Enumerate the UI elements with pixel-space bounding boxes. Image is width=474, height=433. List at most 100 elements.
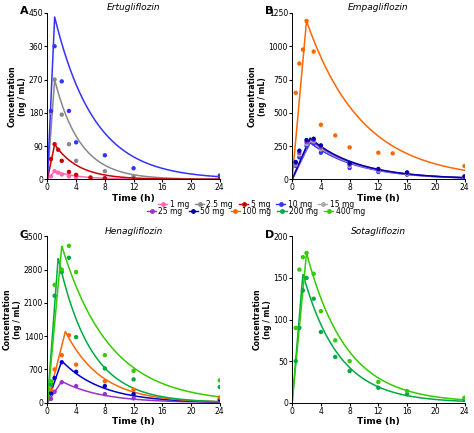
- Point: [65, 254, 73, 261]
- Point: [65, 332, 73, 339]
- Point: [58, 157, 65, 164]
- Point: [303, 136, 310, 143]
- Point: [403, 170, 411, 177]
- Point: [374, 378, 382, 385]
- Point: [317, 144, 325, 151]
- Point: [47, 386, 55, 393]
- Point: [130, 173, 137, 180]
- Point: [292, 358, 300, 365]
- Point: [310, 295, 318, 302]
- Point: [58, 111, 65, 118]
- Point: [299, 254, 307, 261]
- Point: [87, 175, 94, 182]
- X-axis label: Time (h): Time (h): [357, 417, 400, 426]
- Point: [65, 242, 73, 249]
- Point: [51, 76, 58, 83]
- Point: [216, 176, 224, 183]
- Point: [47, 173, 55, 180]
- Point: [296, 151, 303, 158]
- Point: [101, 391, 109, 397]
- Point: [317, 308, 325, 315]
- Point: [55, 146, 62, 153]
- Point: [216, 175, 224, 182]
- Point: [58, 171, 65, 178]
- Point: [403, 169, 411, 176]
- Point: [216, 384, 224, 391]
- Point: [403, 169, 411, 176]
- Title: Empagliflozin: Empagliflozin: [348, 3, 409, 12]
- Point: [130, 391, 137, 397]
- Point: [216, 176, 224, 183]
- Point: [130, 175, 137, 182]
- Y-axis label: Concentration
(ng / mL): Concentration (ng / mL): [253, 289, 272, 350]
- Point: [310, 138, 318, 145]
- Point: [461, 173, 468, 180]
- Text: D: D: [264, 230, 274, 240]
- Point: [101, 378, 109, 385]
- Point: [47, 155, 55, 162]
- Point: [296, 154, 303, 161]
- Point: [331, 353, 339, 360]
- Point: [65, 173, 73, 180]
- Point: [51, 168, 58, 174]
- X-axis label: Time (h): Time (h): [357, 194, 400, 203]
- Point: [403, 388, 411, 394]
- Point: [87, 174, 94, 181]
- Point: [346, 358, 354, 365]
- Point: [73, 171, 80, 178]
- Point: [65, 107, 73, 114]
- Point: [58, 379, 65, 386]
- Point: [346, 161, 354, 168]
- Point: [130, 367, 137, 374]
- Point: [403, 171, 411, 178]
- Point: [73, 361, 80, 368]
- Point: [58, 352, 65, 359]
- Point: [51, 141, 58, 148]
- Point: [331, 337, 339, 344]
- Point: [101, 352, 109, 359]
- Point: [296, 60, 303, 67]
- Point: [296, 266, 303, 273]
- Point: [130, 376, 137, 383]
- Point: [58, 266, 65, 273]
- Point: [374, 167, 382, 174]
- Point: [73, 157, 80, 164]
- Point: [461, 174, 468, 181]
- Point: [317, 149, 325, 156]
- Point: [101, 175, 109, 182]
- Point: [51, 366, 58, 373]
- Title: Sotagliflozin: Sotagliflozin: [351, 226, 406, 236]
- Point: [374, 384, 382, 391]
- Point: [346, 368, 354, 375]
- Point: [346, 160, 354, 167]
- Point: [292, 158, 300, 165]
- Point: [55, 169, 62, 176]
- Point: [292, 161, 300, 168]
- Point: [461, 174, 468, 181]
- Point: [374, 149, 382, 156]
- Point: [130, 165, 137, 172]
- Point: [216, 397, 224, 404]
- Point: [461, 394, 468, 401]
- Point: [303, 275, 310, 281]
- Point: [317, 146, 325, 153]
- Point: [58, 78, 65, 85]
- Point: [292, 324, 300, 331]
- Point: [101, 383, 109, 390]
- Point: [73, 268, 80, 275]
- Point: [303, 139, 310, 145]
- Point: [303, 249, 310, 256]
- Text: B: B: [264, 6, 273, 16]
- Point: [317, 121, 325, 128]
- Point: [51, 292, 58, 299]
- Point: [389, 150, 396, 157]
- Point: [461, 173, 468, 180]
- Point: [47, 395, 55, 402]
- Point: [374, 165, 382, 172]
- Point: [303, 141, 310, 148]
- Text: A: A: [20, 6, 28, 16]
- Point: [101, 168, 109, 174]
- Point: [47, 109, 55, 116]
- Point: [292, 160, 300, 167]
- Point: [374, 168, 382, 175]
